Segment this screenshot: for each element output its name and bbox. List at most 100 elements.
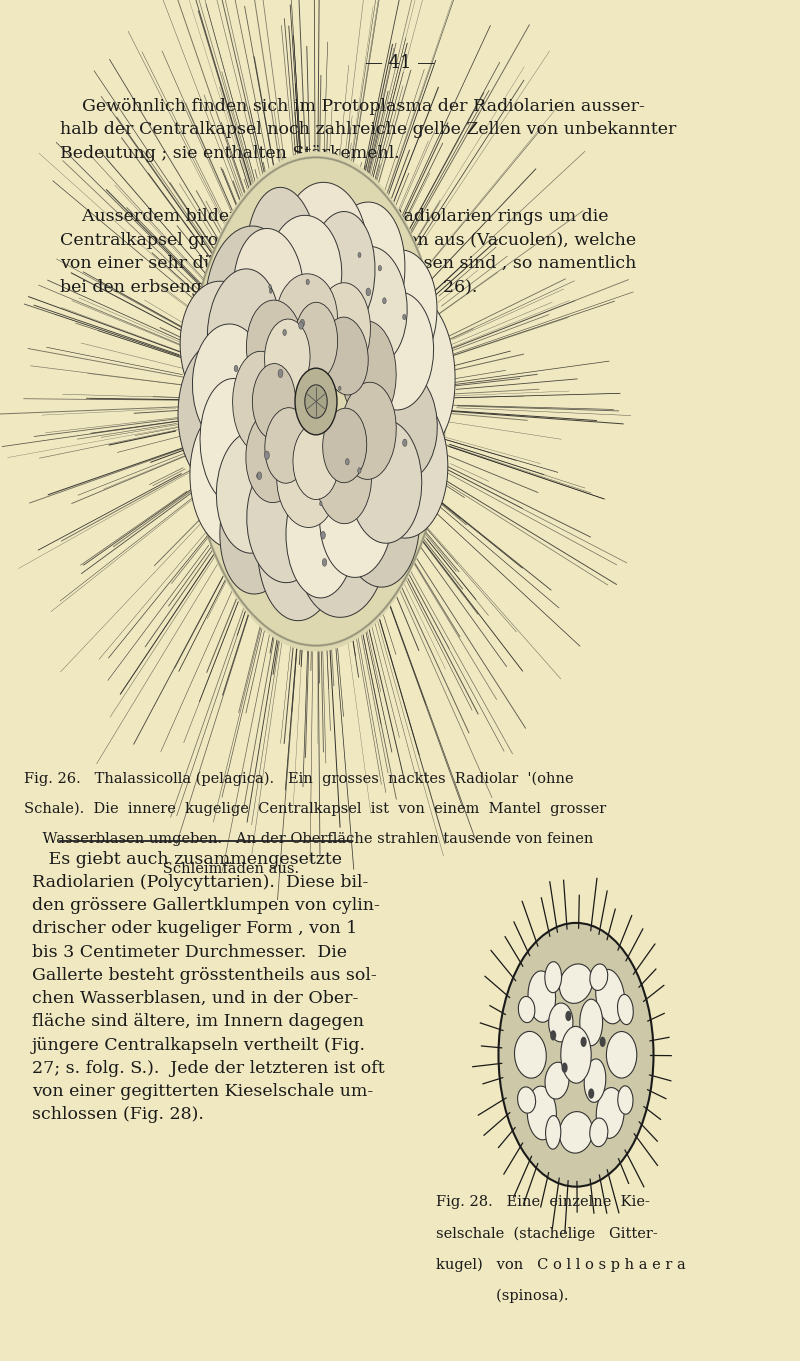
Ellipse shape (580, 999, 602, 1045)
Ellipse shape (286, 471, 355, 597)
Ellipse shape (315, 425, 372, 524)
Ellipse shape (545, 962, 562, 992)
Ellipse shape (514, 1032, 546, 1078)
Ellipse shape (341, 321, 396, 423)
Circle shape (550, 1030, 556, 1041)
Ellipse shape (590, 1117, 608, 1147)
Ellipse shape (216, 431, 289, 553)
Ellipse shape (265, 408, 310, 483)
Ellipse shape (193, 324, 267, 446)
Circle shape (319, 502, 322, 506)
Circle shape (257, 474, 259, 478)
Text: Es giebt auch zusammengesetzte
Radiolarien (Polycyttarien).  Diese bil-
den grös: Es giebt auch zusammengesetzte Radiolari… (32, 851, 385, 1123)
Ellipse shape (355, 250, 437, 381)
Ellipse shape (359, 389, 448, 538)
Ellipse shape (298, 479, 386, 618)
Ellipse shape (190, 407, 270, 548)
Circle shape (283, 329, 286, 336)
Ellipse shape (258, 470, 342, 621)
Ellipse shape (584, 1059, 606, 1102)
Circle shape (588, 1089, 594, 1098)
Circle shape (358, 252, 361, 257)
Text: Fig. 26.   Thalassicolla (pelagica).   Ein  grosses  nacktes  Radiolar  '(ohne: Fig. 26. Thalassicolla (pelagica). Ein g… (24, 772, 574, 787)
Ellipse shape (295, 367, 337, 436)
Ellipse shape (246, 188, 318, 333)
Ellipse shape (233, 351, 287, 452)
Ellipse shape (200, 378, 270, 505)
Ellipse shape (590, 964, 608, 991)
Circle shape (257, 472, 262, 479)
Circle shape (366, 289, 370, 295)
Circle shape (269, 284, 271, 289)
Ellipse shape (282, 182, 368, 317)
Ellipse shape (545, 1062, 569, 1100)
Ellipse shape (323, 317, 368, 395)
Ellipse shape (265, 318, 310, 396)
Circle shape (382, 298, 386, 304)
Ellipse shape (596, 1087, 624, 1138)
Ellipse shape (369, 370, 438, 480)
Ellipse shape (308, 211, 375, 338)
Ellipse shape (252, 363, 296, 440)
Ellipse shape (527, 1086, 557, 1139)
Ellipse shape (561, 1026, 591, 1083)
Ellipse shape (178, 340, 262, 487)
Circle shape (300, 320, 305, 327)
Circle shape (346, 459, 349, 465)
Ellipse shape (338, 446, 419, 587)
Ellipse shape (596, 969, 625, 1023)
Ellipse shape (206, 226, 292, 370)
Circle shape (581, 1037, 586, 1047)
Circle shape (402, 314, 406, 320)
Circle shape (338, 387, 341, 391)
Circle shape (599, 1037, 606, 1047)
Ellipse shape (341, 382, 396, 479)
Circle shape (322, 558, 326, 566)
Ellipse shape (314, 283, 370, 380)
Ellipse shape (246, 408, 302, 502)
Ellipse shape (528, 970, 555, 1022)
Circle shape (306, 279, 310, 284)
Ellipse shape (320, 456, 393, 577)
Ellipse shape (338, 246, 407, 365)
Circle shape (378, 265, 382, 271)
Circle shape (402, 440, 407, 446)
Ellipse shape (618, 995, 634, 1025)
Circle shape (321, 531, 326, 539)
Ellipse shape (275, 274, 338, 365)
Ellipse shape (246, 301, 304, 399)
Text: Schleimfäden aus.: Schleimfäden aus. (24, 862, 299, 875)
Circle shape (278, 369, 283, 377)
Circle shape (234, 365, 238, 372)
Circle shape (265, 450, 270, 460)
Ellipse shape (559, 1112, 593, 1153)
Ellipse shape (234, 229, 304, 351)
Circle shape (498, 923, 654, 1187)
Ellipse shape (618, 1086, 633, 1115)
Ellipse shape (294, 302, 338, 381)
Ellipse shape (277, 436, 337, 528)
Ellipse shape (220, 455, 300, 593)
Ellipse shape (186, 151, 446, 652)
Text: selschale  (stachelige   Gitter-: selschale (stachelige Gitter- (436, 1226, 658, 1241)
Ellipse shape (518, 1087, 536, 1113)
Text: — 41 —: — 41 — (365, 54, 435, 72)
Text: Wasserblasen umgeben.   An der Oberfläche strahlen tausende von feinen: Wasserblasen umgeben. An der Oberfläche … (24, 832, 594, 845)
Circle shape (358, 468, 361, 474)
Ellipse shape (246, 459, 322, 583)
Text: Schale).  Die  innere  kugelige  Centralkapsel  ist  von  einem  Mantel  grosser: Schale). Die innere kugelige Centralkaps… (24, 802, 606, 817)
Text: Ausserdem bilden sich bei einigen Radiolarien rings um die
Centralkapsel grosse : Ausserdem bilden sich bei einigen Radiol… (60, 208, 636, 295)
Circle shape (566, 1011, 571, 1021)
Ellipse shape (362, 291, 434, 410)
Ellipse shape (546, 1116, 561, 1149)
Ellipse shape (293, 423, 339, 499)
Ellipse shape (559, 964, 593, 1003)
Text: kugel)   von   C o l l o s p h a e r a: kugel) von C o l l o s p h a e r a (436, 1258, 686, 1273)
Text: Fig. 28.   Eine  einzelne  Kie-: Fig. 28. Eine einzelne Kie- (436, 1195, 650, 1209)
Ellipse shape (375, 295, 455, 455)
Circle shape (298, 321, 303, 329)
Circle shape (270, 289, 272, 294)
Ellipse shape (180, 282, 268, 419)
Ellipse shape (606, 1032, 637, 1078)
Circle shape (562, 1063, 568, 1072)
